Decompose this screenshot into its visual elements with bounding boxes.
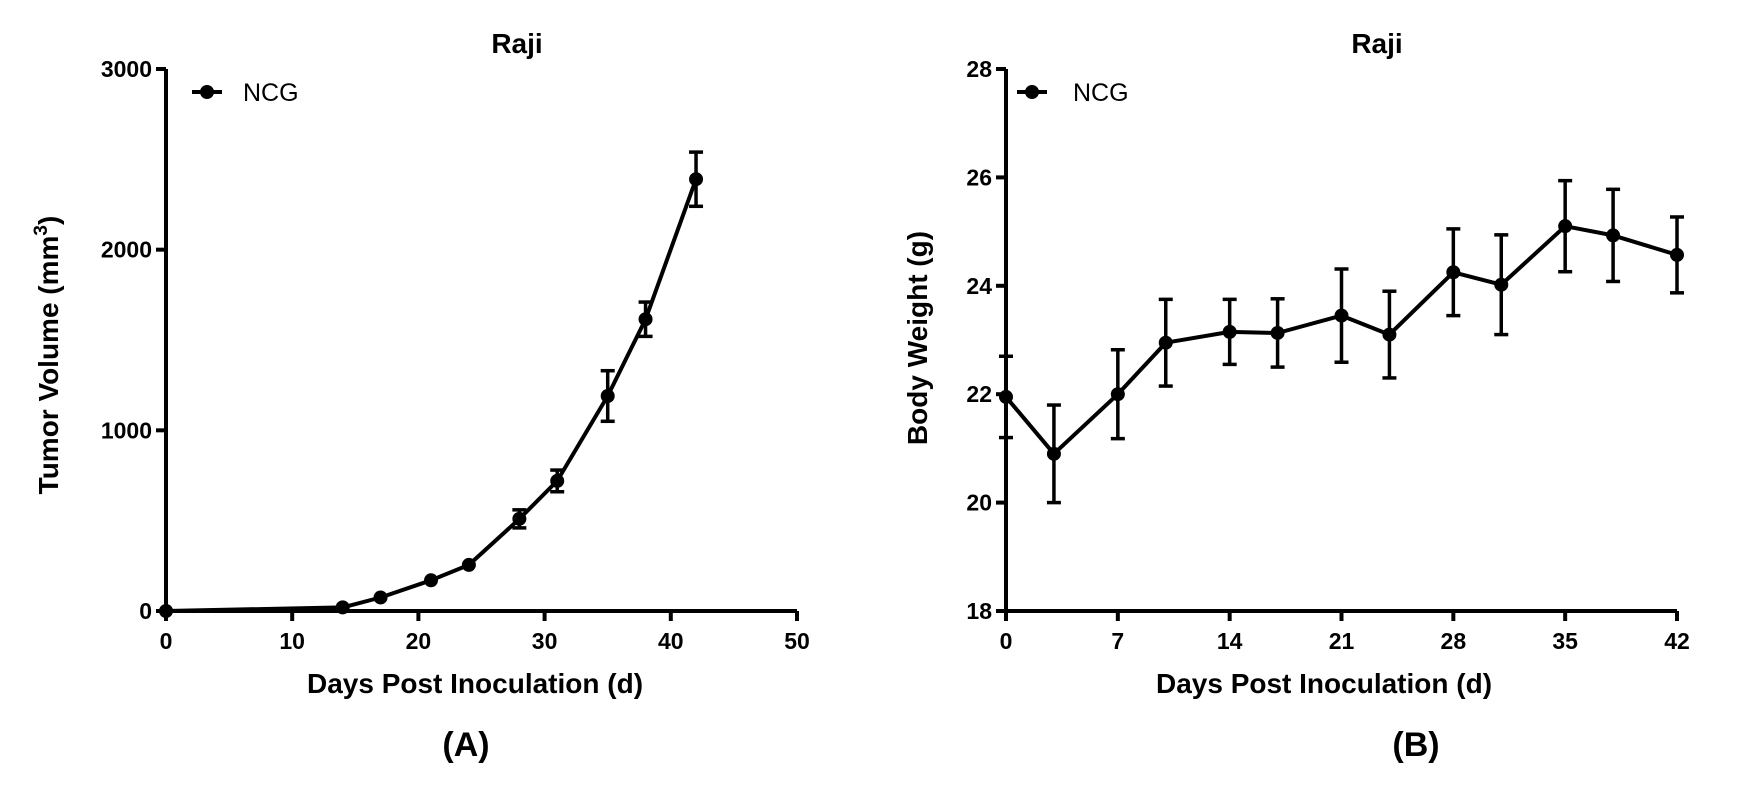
plot-area: 18 20 22 24 26 28 0 7 14 21 28 35 42 — [966, 56, 1689, 654]
y-tick-label: 2000 — [101, 237, 152, 263]
y-axis-label-main: Tumor Volume (mm — [33, 236, 64, 495]
data-point — [373, 590, 388, 605]
data-point — [512, 511, 527, 526]
x-tick-label: 0 — [1000, 628, 1013, 654]
data-point — [1446, 265, 1461, 280]
data-point — [999, 389, 1013, 404]
data-point — [1222, 324, 1237, 339]
panel-label: (B) — [1392, 726, 1439, 764]
data-point — [1558, 219, 1573, 234]
y-tick-label: 1000 — [101, 417, 152, 443]
x-tick-label: 20 — [406, 628, 432, 654]
legend-label: NCG — [243, 79, 299, 107]
data-point — [159, 604, 173, 618]
chart-title: Raji — [1351, 28, 1402, 59]
legend-marker — [1025, 85, 1039, 99]
x-tick-label: 10 — [279, 628, 305, 654]
data-point — [638, 312, 653, 327]
y-tick-label: 26 — [966, 164, 992, 190]
plot-area: 0 1000 2000 3000 0 10 20 30 40 50 — [101, 56, 810, 654]
x-axis-label: Days Post Inoculation (d) — [1156, 668, 1492, 699]
data-point — [1334, 308, 1349, 323]
data-point — [461, 557, 476, 572]
data-point — [1606, 228, 1621, 243]
legend-marker — [200, 85, 214, 99]
data-point — [1382, 327, 1397, 342]
y-tick-label: 0 — [139, 598, 152, 624]
data-point — [689, 172, 704, 187]
x-tick-label: 7 — [1111, 628, 1124, 654]
legend: NCG — [1017, 79, 1129, 107]
chart-title: Raji — [491, 28, 542, 59]
y-axis-label: Body Weight (g) — [902, 231, 933, 445]
data-point — [424, 573, 439, 588]
y-tick-label: 3000 — [101, 56, 152, 82]
data-point — [1494, 277, 1509, 292]
x-tick-label: 42 — [1664, 628, 1690, 654]
x-tick-label: 28 — [1441, 628, 1467, 654]
x-tick-label: 30 — [532, 628, 558, 654]
x-tick-label: 21 — [1329, 628, 1355, 654]
y-tick-label: 22 — [966, 381, 992, 407]
data-point — [1158, 335, 1173, 350]
body-weight-chart: Raji Days Post Inoculation (d) Body Weig… — [902, 28, 1690, 764]
tumor-volume-chart: Raji Days Post Inoculation (d) Tumor Vol… — [31, 28, 810, 764]
y-tick-label: 18 — [966, 598, 992, 624]
data-point — [335, 600, 350, 615]
x-tick-label: 14 — [1217, 628, 1243, 654]
y-axis-label-sup: 3 — [31, 225, 52, 236]
x-axis-label: Days Post Inoculation (d) — [307, 668, 643, 699]
data-point — [1046, 446, 1061, 461]
y-axis-label: Tumor Volume (mm3) — [31, 216, 64, 495]
y-tick-label: 24 — [966, 273, 992, 299]
data-point — [1270, 325, 1285, 340]
data-point — [550, 473, 565, 488]
x-tick-label: 50 — [784, 628, 810, 654]
series-line — [165, 178, 698, 613]
legend-label: NCG — [1073, 79, 1129, 107]
x-tick-label: 35 — [1552, 628, 1578, 654]
legend: NCG — [192, 79, 299, 107]
data-point — [1670, 247, 1684, 262]
y-tick-label: 28 — [966, 56, 992, 82]
y-axis-label-end: ) — [33, 216, 64, 225]
y-tick-label: 20 — [966, 490, 992, 516]
x-tick-label: 0 — [160, 628, 173, 654]
panel-label: (A) — [442, 726, 489, 764]
x-tick-label: 40 — [658, 628, 684, 654]
data-point — [1110, 387, 1125, 402]
data-point — [600, 389, 615, 404]
